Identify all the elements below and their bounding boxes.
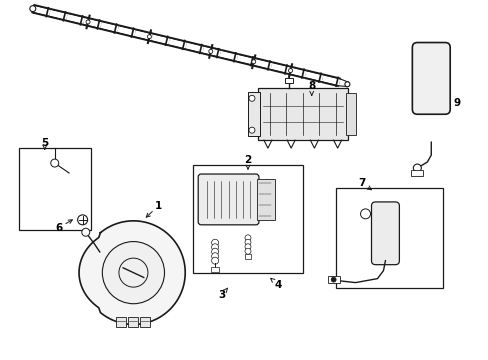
Bar — [116, 317, 126, 327]
Text: 7: 7 — [357, 178, 365, 188]
Bar — [193, 165, 302, 273]
Circle shape — [251, 60, 255, 64]
Polygon shape — [79, 221, 185, 324]
Circle shape — [102, 242, 164, 304]
Bar — [247, 92, 260, 136]
Circle shape — [78, 215, 87, 225]
Text: 9: 9 — [453, 98, 460, 108]
Circle shape — [344, 82, 349, 87]
Circle shape — [244, 244, 250, 250]
Bar — [19, 148, 90, 230]
Bar — [285, 78, 293, 84]
Circle shape — [86, 20, 90, 24]
Circle shape — [244, 239, 250, 245]
Circle shape — [330, 277, 335, 282]
Bar — [410, 170, 423, 176]
Circle shape — [248, 95, 254, 101]
Circle shape — [244, 235, 250, 241]
Text: 5: 5 — [41, 138, 48, 148]
Bar — [211, 267, 219, 272]
Circle shape — [119, 258, 148, 287]
Bar — [256, 179, 274, 220]
Circle shape — [248, 127, 254, 133]
Circle shape — [211, 253, 218, 260]
Bar — [345, 93, 355, 135]
Circle shape — [81, 228, 90, 236]
Bar — [258, 88, 347, 140]
Circle shape — [208, 49, 212, 53]
Circle shape — [211, 239, 218, 246]
Text: 1: 1 — [154, 201, 162, 211]
FancyBboxPatch shape — [411, 42, 449, 114]
Circle shape — [51, 159, 59, 167]
Bar — [327, 276, 339, 283]
Bar — [128, 317, 138, 327]
Circle shape — [412, 164, 421, 172]
Bar — [140, 317, 150, 327]
Text: 4: 4 — [274, 280, 281, 289]
FancyBboxPatch shape — [198, 174, 259, 225]
Text: 2: 2 — [244, 155, 251, 165]
Circle shape — [211, 257, 218, 264]
Circle shape — [288, 69, 292, 73]
Text: 8: 8 — [307, 81, 315, 91]
Bar — [244, 254, 250, 259]
Circle shape — [211, 248, 218, 255]
Text: 3: 3 — [218, 289, 225, 300]
FancyBboxPatch shape — [371, 202, 399, 265]
Circle shape — [30, 6, 36, 12]
Text: 6: 6 — [55, 223, 62, 233]
Circle shape — [360, 209, 370, 219]
Circle shape — [244, 248, 250, 254]
Bar — [335, 188, 442, 288]
Circle shape — [211, 244, 218, 251]
Circle shape — [147, 35, 151, 39]
